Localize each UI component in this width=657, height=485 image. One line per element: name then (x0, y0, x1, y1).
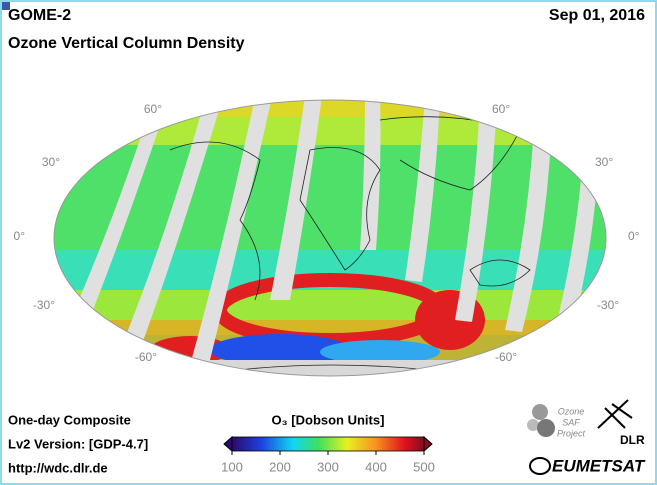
colorbar-label: O₃ [Dobson Units] (272, 412, 385, 427)
lat-label: 60° (492, 102, 510, 116)
dlr-text: DLR (620, 433, 645, 447)
lat-label: 30° (42, 155, 60, 169)
colorbar-tick-label: 500 (413, 459, 435, 474)
window-icon (2, 2, 10, 10)
saf-text: SAF (562, 417, 580, 427)
lat-label: 30° (595, 155, 613, 169)
composite: One-day Composite (8, 412, 131, 427)
lat-label: 0° (14, 229, 26, 243)
saf-text: Project (557, 428, 586, 438)
date: Sep 01, 2016 (549, 7, 645, 24)
colorbar-tick-label: 400 (365, 459, 387, 474)
lat-label: -30° (33, 298, 55, 312)
dlr-logo (597, 399, 633, 429)
lat-labels: 60° 30° 0° -30° -60° 60° 30° 0° -30° -60° (14, 102, 640, 364)
url: http://wdc.dlr.de (8, 460, 108, 475)
colorbar-ticks: 100 200 300 400 500 (221, 451, 435, 474)
colorbar-tick-label: 300 (317, 459, 339, 474)
lat-label: -60° (135, 350, 157, 364)
saf-logo: Ozone SAF Project (527, 404, 586, 438)
eumetsat-text: EUMETSAT (552, 456, 646, 475)
saf-text: Ozone (558, 406, 585, 416)
eumetsat-icon (529, 457, 551, 475)
title: Ozone Vertical Column Density (8, 35, 245, 52)
instrument: GOME-2 (8, 7, 71, 24)
lat-label: 60° (144, 102, 162, 116)
version: Lv2 Version: [GDP-4.7] (8, 436, 148, 451)
colorbar-tick-label: 100 (221, 459, 243, 474)
lat-label: 0° (628, 229, 640, 243)
lat-label: -60° (495, 350, 517, 364)
lat-label: -30° (597, 298, 619, 312)
map-outline (53, 99, 607, 377)
colorbar-tick-label: 200 (269, 459, 291, 474)
colorbar (231, 436, 425, 452)
